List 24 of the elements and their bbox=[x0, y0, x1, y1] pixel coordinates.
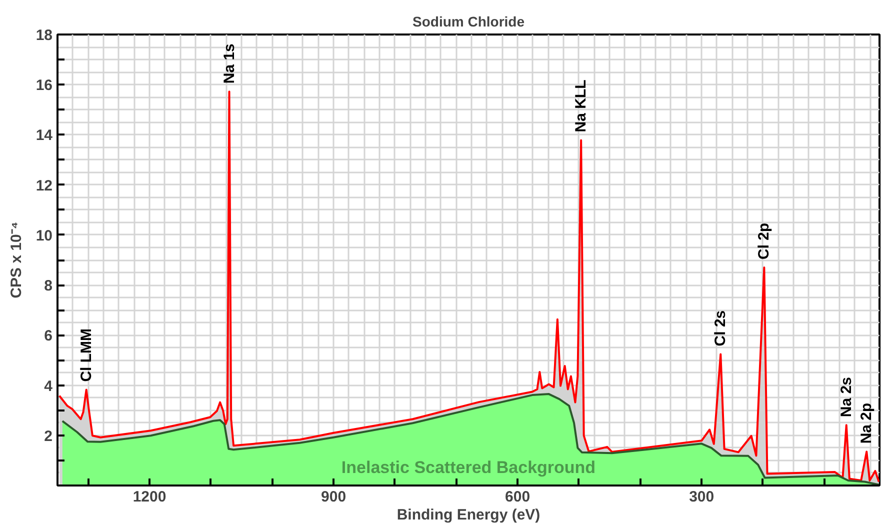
y-tick-label: 6 bbox=[44, 328, 52, 345]
annotation: Na 2s bbox=[838, 377, 855, 418]
x-tick-label: 1200 bbox=[132, 488, 166, 506]
annotation: Cl LMM bbox=[78, 328, 95, 382]
y-tick-label: 16 bbox=[36, 77, 53, 94]
annotation: Inelastic Scattered Background bbox=[341, 458, 596, 477]
y-tick-label: 18 bbox=[36, 27, 53, 44]
x-axis-title: Binding Energy (eV) bbox=[396, 506, 540, 524]
annotation: Cl 2s bbox=[712, 310, 730, 346]
y-tick-label: 8 bbox=[44, 278, 52, 295]
y-tick-label: 10 bbox=[36, 227, 53, 244]
annotation: Cl 2p bbox=[756, 222, 773, 260]
chart-title: Sodium Chloride bbox=[412, 14, 525, 30]
annotation: Na 1s bbox=[220, 44, 238, 84]
y-tick-label: 2 bbox=[44, 428, 52, 445]
y-tick-label: 12 bbox=[36, 177, 53, 194]
x-tick-label: 900 bbox=[321, 488, 346, 506]
annotation: Na KLL bbox=[572, 80, 590, 132]
y-tick-label: 4 bbox=[44, 378, 54, 395]
x-tick-label: 300 bbox=[689, 488, 714, 506]
x-tick-label: 600 bbox=[505, 488, 530, 506]
y-axis-title: CPS x 10⁻⁴ bbox=[8, 222, 25, 298]
annotation: Na 2p bbox=[858, 402, 876, 444]
y-tick-label: 14 bbox=[36, 127, 54, 144]
